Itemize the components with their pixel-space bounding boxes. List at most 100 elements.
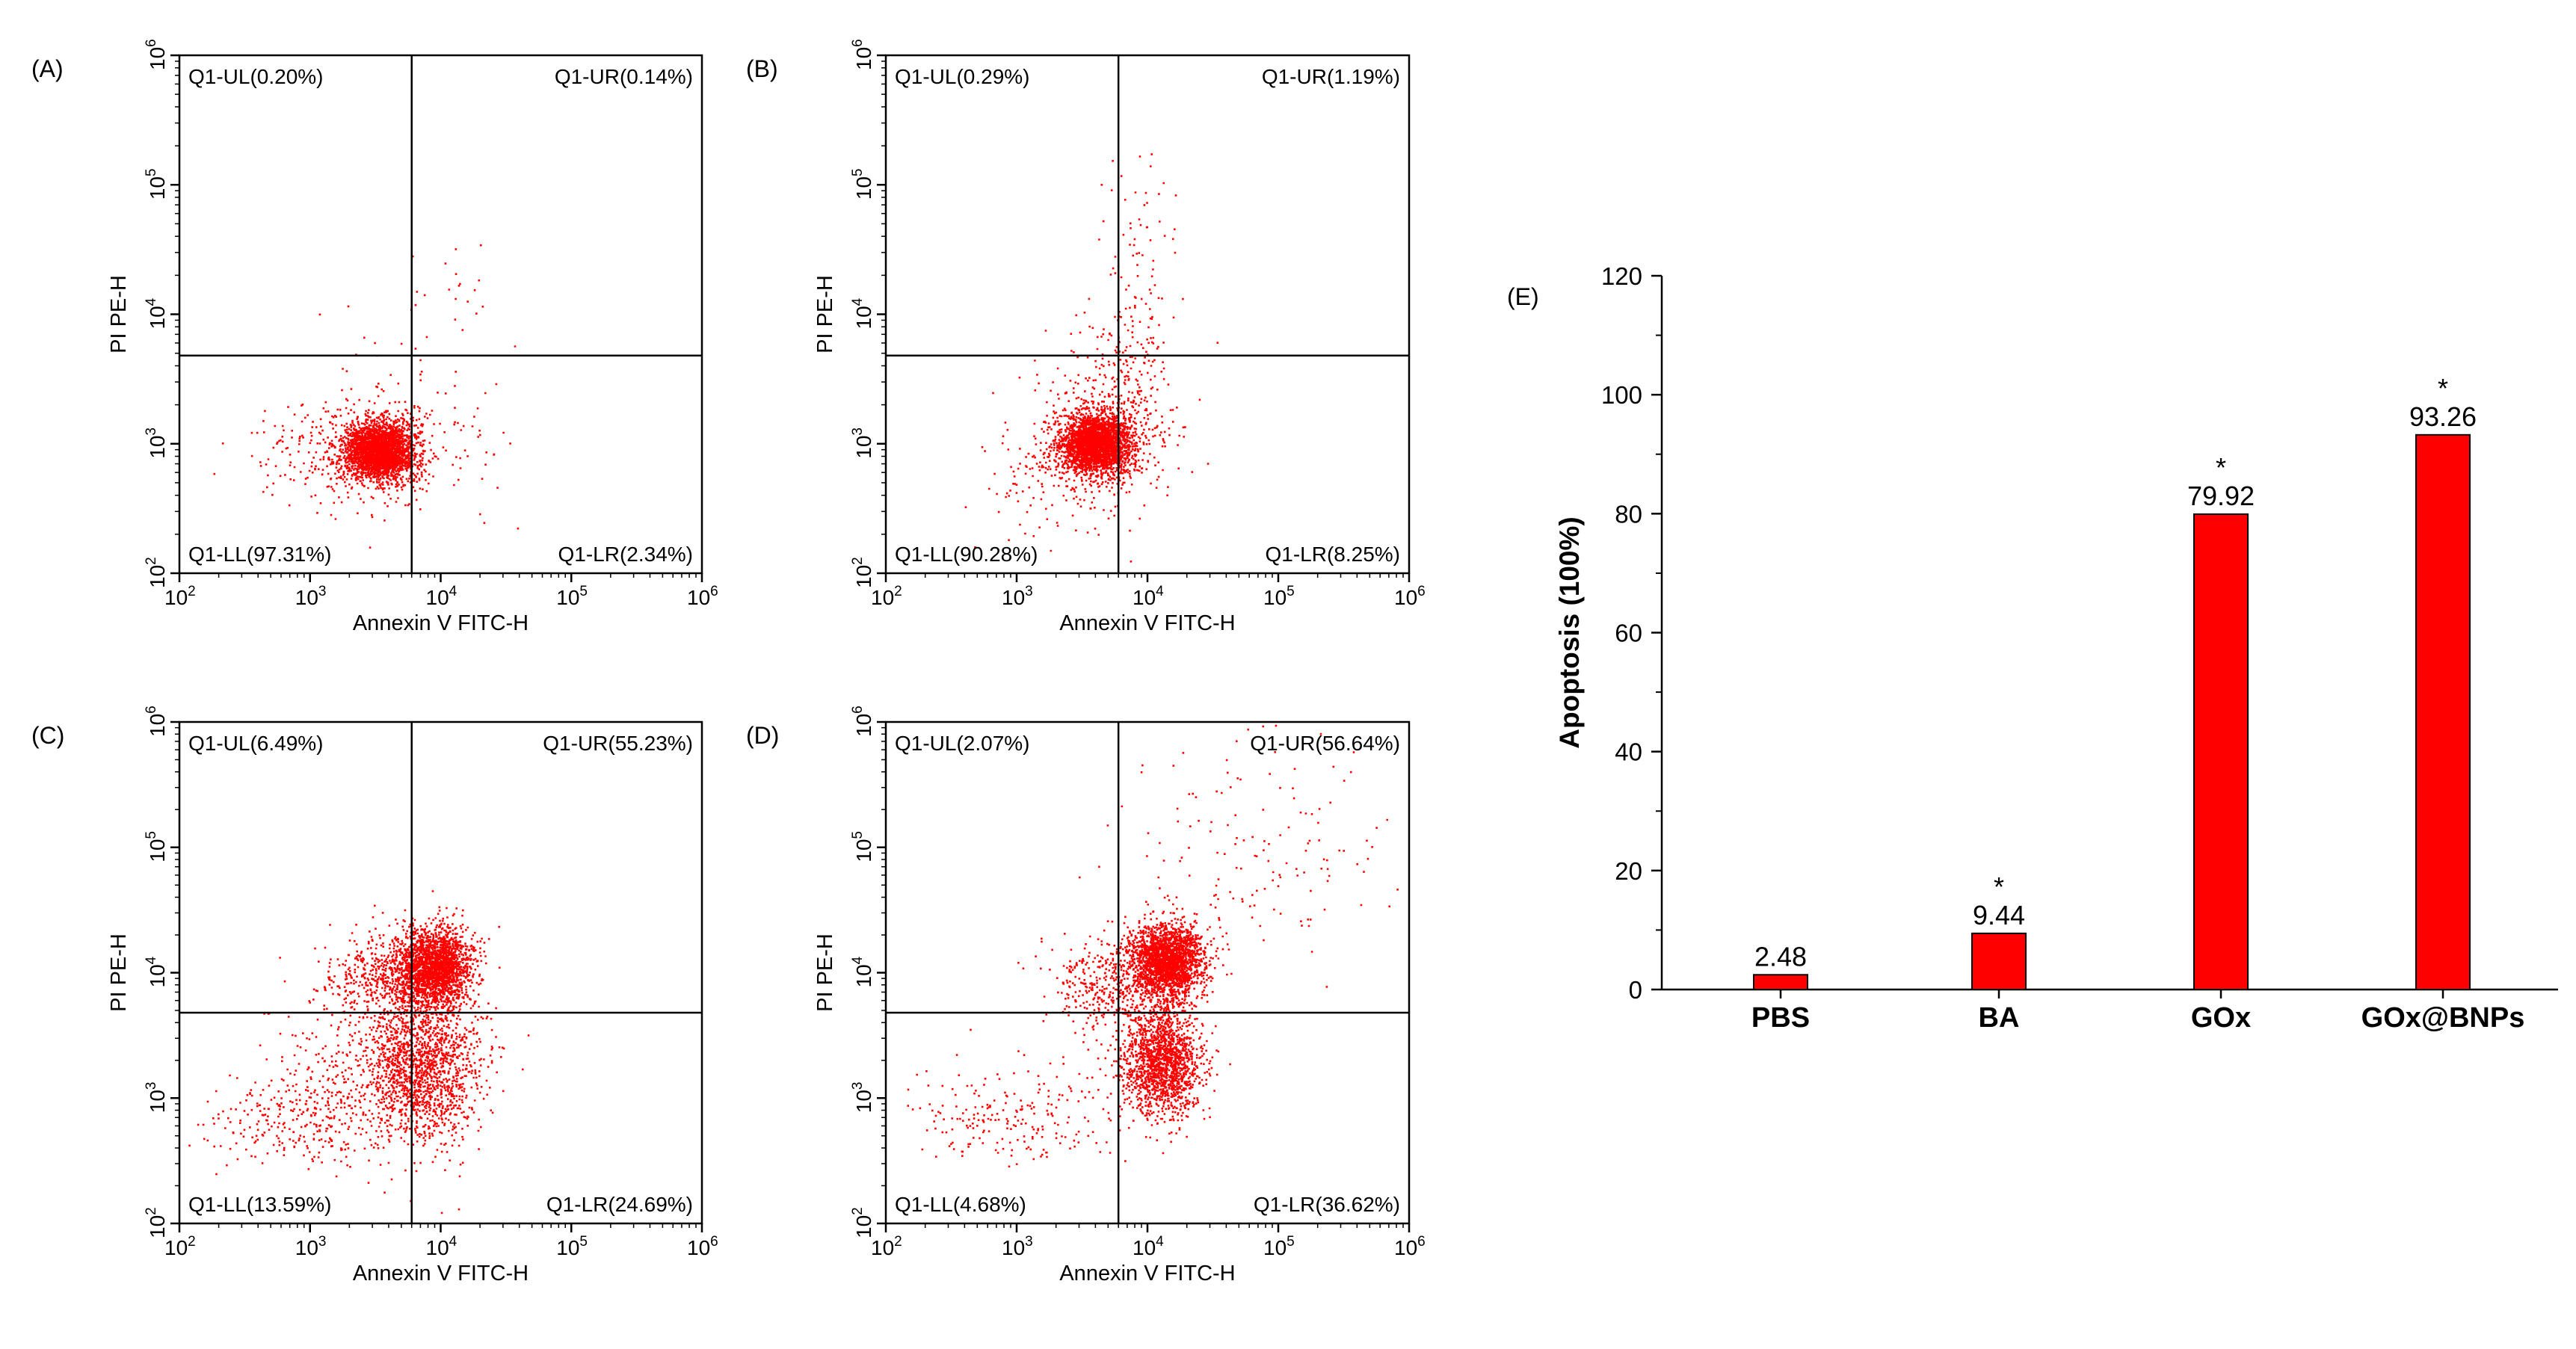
tick-base: 10	[556, 586, 579, 609]
quadrant-label-ll: Q1-LL(90.28%)	[895, 543, 1038, 566]
bar-value-label: 2.48	[1754, 941, 1807, 972]
scatter-dots	[1034, 392, 1166, 510]
y-tick-label: 102	[144, 1207, 169, 1238]
tick-exponent: 6	[144, 39, 159, 47]
y-axis-label: PI PE-H	[813, 275, 837, 354]
tick-exponent: 5	[579, 1234, 588, 1250]
tick-exponent: 6	[850, 706, 866, 714]
tick-exponent: 3	[318, 1234, 327, 1250]
tick-base: 10	[146, 714, 169, 737]
y-tick-label: 0	[1629, 976, 1642, 1004]
y-tick-label: 105	[850, 831, 875, 862]
y-tick-label: 102	[144, 557, 169, 588]
y-tick-label: 120	[1601, 262, 1642, 290]
scatter-cluster-5	[263, 947, 524, 1194]
scatter-cluster-4	[414, 244, 484, 331]
y-tick-label: 103	[850, 1082, 875, 1114]
tick-base: 10	[1002, 1236, 1025, 1259]
significance-marker: *	[2438, 373, 2448, 404]
x-tick-label: 102	[164, 584, 196, 609]
x-tick-label: 105	[556, 584, 588, 609]
tick-base: 10	[852, 306, 875, 329]
y-tick-label: 104	[850, 956, 875, 987]
tick-base: 10	[1394, 1236, 1417, 1259]
scatter-cluster-5	[1079, 724, 1399, 1008]
tick-exponent: 2	[144, 1207, 159, 1215]
tick-base: 10	[871, 1236, 894, 1259]
bar-ba	[1971, 932, 2027, 990]
tick-base: 10	[1394, 586, 1417, 609]
quadrant-label-lr: Q1-LR(24.69%)	[546, 1193, 693, 1216]
y-axis-label: PI PE-H	[107, 275, 131, 354]
quadrant-label-ul: Q1-UL(6.49%)	[188, 732, 324, 755]
tick-base: 10	[852, 565, 875, 588]
x-tick-label: 106	[687, 584, 718, 609]
scatter-dots	[1109, 896, 1233, 1031]
scatter-dots	[314, 401, 440, 499]
tick-exponent: 4	[449, 1234, 457, 1250]
bar-chart-e: 0 20 40 60 80 100 120 Apoptosis (100%) 2.48 PBS 9.…	[1507, 262, 2558, 1034]
tick-base: 10	[295, 586, 318, 609]
y-tick-label: 105	[144, 169, 169, 200]
x-tick-label: 103	[1002, 584, 1033, 609]
tick-base: 10	[1133, 586, 1156, 609]
tick-exponent: 4	[850, 297, 866, 306]
y-tick-label: 102	[850, 557, 875, 588]
tick-exponent: 6	[1417, 1234, 1426, 1250]
tick-exponent: 4	[144, 297, 159, 306]
scatter-dots	[291, 255, 520, 549]
plot-frame	[178, 54, 703, 575]
x-tick-label: GOx@BNPs	[2361, 1002, 2525, 1034]
significance-marker: *	[1994, 871, 2004, 902]
tick-base: 10	[146, 964, 169, 987]
x-tick-label: 103	[295, 584, 327, 609]
tick-exponent: 6	[1417, 584, 1426, 599]
tick-exponent: 2	[850, 557, 866, 565]
tick-exponent: 3	[850, 1082, 866, 1090]
x-tick-label: 103	[295, 1234, 327, 1259]
y-tick-label: 106	[850, 706, 875, 737]
scatter-points	[188, 890, 530, 1214]
quadrant-label-ll: Q1-LL(13.59%)	[188, 1193, 331, 1216]
scatter-dots	[263, 947, 524, 1194]
tick-base: 10	[146, 1090, 169, 1113]
scatter-points	[907, 724, 1399, 1168]
x-tick-label: PBS	[1751, 1002, 1810, 1034]
x-tick-label: 102	[871, 1234, 902, 1259]
tick-exponent: 4	[144, 956, 159, 964]
x-tick-label: 104	[1133, 584, 1164, 609]
panel-label: (D)	[746, 722, 779, 749]
x-axis-label: Annexin V FITC-H	[1059, 1262, 1235, 1285]
bar-gox-bnps	[2415, 433, 2471, 990]
scatter-cluster-1	[1109, 896, 1233, 1031]
tick-base: 10	[852, 714, 875, 737]
tick-exponent: 5	[579, 584, 588, 599]
tick-base: 10	[1002, 586, 1025, 609]
tick-exponent: 3	[144, 427, 159, 436]
x-tick-label: 102	[871, 584, 902, 609]
x-tick-label: 105	[556, 1234, 588, 1259]
x-tick-label: 104	[426, 584, 457, 609]
tick-exponent: 5	[144, 169, 159, 177]
scatter-cluster-1	[1034, 392, 1166, 510]
x-tick-label: 105	[1263, 1234, 1295, 1259]
x-tick-label: 102	[164, 1234, 196, 1259]
tick-exponent: 6	[144, 706, 159, 714]
bar-value-label: 79.92	[2187, 481, 2255, 511]
tick-exponent: 4	[1156, 1234, 1164, 1250]
quadrant-label-ur: Q1-UR(0.14%)	[555, 65, 693, 88]
tick-exponent: 4	[1156, 584, 1164, 599]
tick-exponent: 3	[1025, 1234, 1033, 1250]
tick-exponent: 2	[894, 584, 902, 599]
bar-value-label: 93.26	[2409, 401, 2477, 432]
y-tick-label: 100	[1601, 381, 1642, 409]
tick-exponent: 2	[188, 584, 196, 599]
scatter-cluster-1	[314, 401, 440, 499]
quadrant-label-ul: Q1-UL(2.07%)	[895, 732, 1030, 755]
tick-base: 10	[1263, 586, 1287, 609]
tick-base: 10	[146, 176, 169, 200]
y-axis-label: Apoptosis (100%)	[1554, 516, 1585, 748]
tick-base: 10	[852, 1090, 875, 1113]
